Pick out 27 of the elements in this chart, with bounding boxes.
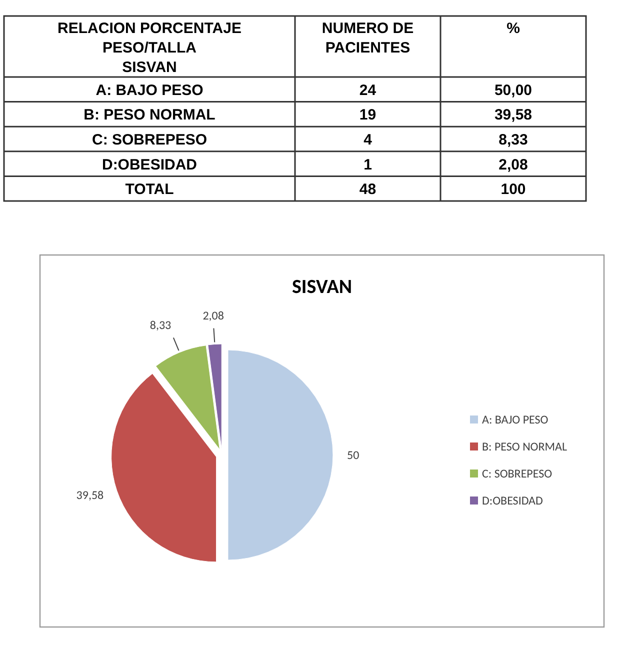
chart-title: SISVAN [292, 275, 352, 299]
data-label: 24 [359, 82, 377, 99]
data-label: 39,58 [76, 489, 104, 504]
category-label: TOTAL [125, 181, 174, 198]
data-label: 2,08 [202, 309, 224, 324]
data-label: 39,58 [494, 106, 532, 124]
data-label: 48 [359, 181, 376, 198]
data-label: 8,33 [498, 132, 528, 148]
category-label: B: PESO NORMAL [84, 106, 216, 124]
data-label: 50,00 [494, 82, 532, 99]
legend-label: B: PESO NORMAL [482, 440, 568, 454]
data-label: 19 [359, 106, 376, 124]
category-label: A: BAJO PESO [96, 82, 204, 99]
data-label: 8,33 [150, 319, 172, 334]
text: RELACION PORCENTAJE PESO/TALLA SISVAN [58, 20, 242, 76]
text: NUMERO DE PACIENTES [322, 20, 414, 56]
legend-label: D:OBESIDAD [482, 494, 543, 508]
category-label: C: SOBREPESO [92, 132, 208, 148]
data-label: 4 [364, 132, 373, 148]
data-label: 2,08 [498, 156, 528, 174]
legend-label: A: BAJO PESO [482, 414, 548, 428]
legend-label: C: SOBREPESO [482, 468, 552, 482]
data-label: 50 [347, 449, 360, 464]
data-label: 1 [364, 156, 372, 174]
data-label: 100 [500, 181, 526, 198]
category-label: D:OBESIDAD [102, 156, 198, 174]
text: % [506, 20, 520, 37]
